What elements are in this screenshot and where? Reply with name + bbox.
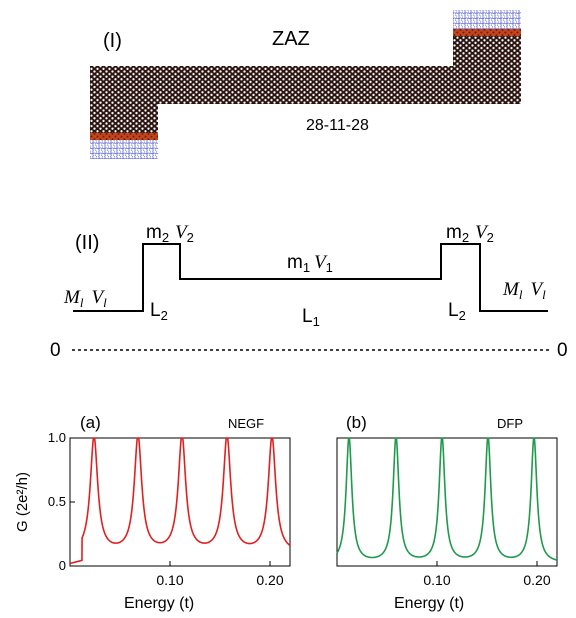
y-tick-label: 1.0 — [48, 430, 66, 445]
left-interface-strip — [90, 133, 158, 140]
x-tick-label: 0.20 — [523, 572, 550, 588]
x-tick-label: 0.10 — [156, 572, 183, 588]
panel-ii-label: (II) — [75, 232, 99, 254]
chart-b-panel-label: (b) — [346, 413, 367, 432]
x-tick-label: 0.10 — [423, 572, 450, 588]
y-tick-label: 0 — [59, 558, 66, 573]
chart-b-x-axis-label: Energy (t) — [394, 595, 464, 612]
structure-name: ZAZ — [272, 28, 310, 50]
chart-b: (b) DFP Energy (t) 0.10 0.20 — [336, 413, 558, 612]
x-tick-label: 0.20 — [256, 572, 283, 588]
chart-b-ticks: 0.10 0.20 — [423, 561, 551, 588]
chart-a-series-label: NEGF — [228, 416, 264, 431]
zero-label-left: 0 — [50, 340, 61, 361]
chart-a-ticks: 0.10 0.20 0 0.5 1.0 — [48, 430, 284, 588]
chart-a: (a) NEGF Energy (t) G (2e²/h) 0.10 0.2000… — [14, 413, 291, 612]
right-lead-label: Ml Vl — [502, 279, 546, 302]
chart-a-x-axis-label: Energy (t) — [124, 595, 194, 612]
left-lead-label: Ml Vl — [63, 287, 107, 310]
potential-profile — [73, 243, 548, 312]
central-armchair-section — [156, 66, 455, 104]
chart-a-panel-label: (a) — [80, 413, 101, 432]
chart-a-y-axis-label: G (2e²/h) — [14, 472, 31, 532]
chart-a-curve — [69, 437, 291, 565]
zero-label-right: 0 — [557, 340, 568, 361]
graphene-ribbon — [90, 10, 521, 159]
chart-b-frame — [336, 437, 558, 567]
right-zigzag-section — [453, 29, 521, 104]
left-barrier-label: m2 V2 — [146, 222, 194, 245]
right-lead-lattice — [453, 10, 521, 29]
right-barrier-label: m2 V2 — [446, 222, 494, 245]
chart-b-series-label: DFP — [497, 416, 523, 431]
panel-i: (I) ZAZ 28-11-28 — [90, 10, 521, 159]
right-interface-strip — [453, 29, 521, 36]
left-zigzag-section — [90, 66, 158, 140]
panel-ii: (II) Ml Vl m2 V2 L2 m1 V1 L1 m2 V2 L2 Ml Vl — [50, 222, 568, 361]
well-length: L1 — [302, 306, 320, 329]
chart-b-curve — [336, 437, 558, 561]
panel-i-label: (I) — [103, 30, 122, 52]
right-barrier-length: L2 — [448, 300, 466, 323]
left-lead-lattice — [90, 140, 158, 159]
width-label: 28-11-28 — [306, 117, 369, 134]
y-tick-label: 0.5 — [48, 494, 66, 509]
left-barrier-length: L2 — [150, 300, 168, 323]
well-label: m1 V1 — [287, 252, 333, 275]
